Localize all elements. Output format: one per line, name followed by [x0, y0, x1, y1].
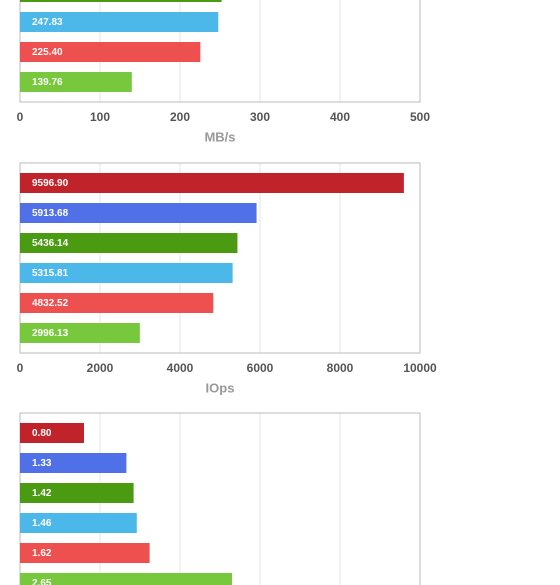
value-label: 5436.14 [32, 238, 69, 249]
value-label: 1.42 [32, 488, 52, 499]
x-axis-title: IOps [206, 380, 235, 395]
bar [20, 543, 150, 563]
bar [20, 72, 132, 92]
x-tick-label: 0 [17, 361, 24, 375]
bar [20, 263, 233, 283]
x-tick-label: 300 [250, 110, 270, 124]
value-label: 5913.68 [32, 208, 69, 219]
value-label: 1.33 [32, 458, 52, 469]
bar [20, 573, 232, 585]
bar [20, 323, 140, 343]
value-label: 247.83 [32, 17, 63, 28]
bar [20, 233, 238, 253]
x-tick-label: 6000 [247, 361, 274, 375]
value-label: 139.76 [32, 77, 63, 88]
x-tick-label: 100 [90, 110, 110, 124]
x-tick-label: 500 [410, 110, 430, 124]
value-label: 1.62 [32, 548, 52, 559]
bar [20, 42, 201, 62]
plot-frame [19, 162, 421, 354]
value-label: 1.46 [32, 518, 52, 529]
chart: 0.80 1.33 1.42 1.46 1.62 2.65 [19, 412, 421, 585]
x-tick-label: 4000 [167, 361, 194, 375]
bar [20, 0, 222, 2]
bar [20, 423, 84, 443]
bar [20, 203, 257, 223]
value-label: 9596.90 [32, 178, 69, 189]
bar [20, 173, 404, 193]
bar [20, 483, 134, 503]
value-label: 225.40 [32, 47, 63, 58]
value-label: 0.80 [32, 428, 52, 439]
bar [20, 453, 127, 473]
plot-frame [19, 412, 421, 585]
x-axis-title: MB/s [204, 129, 235, 144]
value-label: 4832.52 [32, 298, 69, 309]
x-tick-label: 8000 [327, 361, 354, 375]
bar [20, 12, 219, 32]
x-tick-label: 400 [330, 110, 350, 124]
plot-frame [19, 0, 421, 103]
value-label: 2.65 [32, 578, 52, 585]
x-tick-label: 10000 [403, 361, 437, 375]
chart: 0 100 200 300 400 500 247.83 225.40 139.76 MB/s [17, 0, 430, 144]
chart: 0 2000 4000 6000 8000 10000 9596.90 5913.68 5436… [17, 162, 437, 395]
bar [20, 513, 137, 533]
x-tick-label: 2000 [87, 361, 114, 375]
bar [20, 293, 214, 313]
x-tick-label: 200 [170, 110, 190, 124]
value-label: 5315.81 [32, 268, 69, 279]
x-tick-label: 0 [17, 110, 24, 124]
value-label: 2996.13 [32, 328, 69, 339]
